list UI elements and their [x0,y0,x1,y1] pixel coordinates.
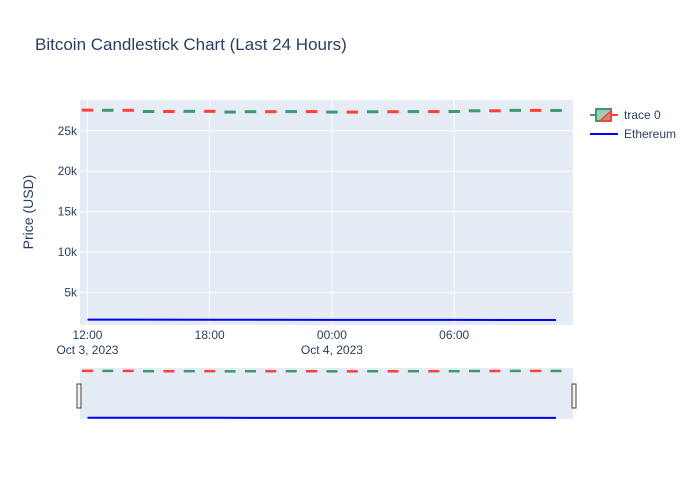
candle-body [142,110,155,114]
plot-area [80,100,573,325]
y-tick-label: 5k [64,286,78,300]
slider-candle-body [469,369,481,373]
candle-body [122,108,134,112]
rangeslider-handle-left[interactable] [76,383,82,409]
y-axis-label: Price (USD) [20,175,36,250]
candle-body [265,110,277,114]
slider-candle-body [163,369,175,373]
legend-trace-0-box-down [598,109,612,122]
slider-candle-body [102,369,114,373]
candle-body [387,110,399,114]
slider-candle-body [428,369,440,373]
slider-candle-body [407,369,419,373]
legend-item-trace-0[interactable]: trace 0 [590,108,661,122]
y-tick-label: 10k [58,245,78,259]
candle-body [244,110,257,114]
slider-candle-body [367,369,379,373]
x-tick-date-label: Oct 4, 2023 [301,343,363,357]
slider-candle-body [224,370,236,373]
candle-body [326,110,338,114]
x-tick-label: 06:00 [439,328,469,342]
slider-candle-body [204,369,216,373]
legend-item-ethereum[interactable]: Ethereum [590,127,676,141]
slider-candle-body [550,369,562,373]
slider-candle-body [489,369,501,373]
candle-body [81,108,94,112]
candle-body [468,109,481,113]
slider-candle-body [530,369,542,373]
legend-label-trace-0: trace 0 [624,108,661,122]
candle-body [163,110,175,114]
y-tick-label: 25k [58,124,78,138]
slider-candle-body [183,369,195,373]
legend-label-ethereum: Ethereum [624,127,676,141]
slider-candle-body [326,370,338,373]
candle-body [102,108,114,112]
y-tick-label: 15k [58,205,78,219]
y-tick-label: 20k [58,164,78,178]
candle-body [346,110,359,114]
x-gridlines [86,100,455,325]
chart-title: Bitcoin Candlestick Chart (Last 24 Hours… [35,35,347,54]
slider-candle-body [387,369,399,373]
slider-candle-body [509,369,521,373]
candle-body [509,108,522,112]
y-gridlines [80,130,573,294]
slider-candle-body [122,369,134,373]
candle-body [428,110,440,114]
candle-body [305,110,318,114]
x-tick-label: 12:00 [72,328,102,342]
rangeslider-area[interactable] [80,368,573,419]
y-axis-ticks: 5k 10k 15k 20k 25k [58,124,78,300]
rangeslider-series [81,369,562,419]
slider-candle-body [448,369,460,373]
slider-candle-body [143,369,155,373]
candle-body [203,109,216,113]
candle-body [224,110,236,114]
slider-candle-body [285,369,297,373]
slider-candle-body [306,369,318,373]
legend: trace 0 Ethereum [590,108,676,141]
candle-body [448,110,460,114]
slider-candle-body [346,370,358,373]
slider-candle-body [265,369,277,373]
candle-body [529,108,542,112]
series-layer [81,108,562,321]
candle-body [489,109,501,113]
candle-body [285,110,297,114]
candle-body [407,110,420,114]
slider-candle-body [81,369,93,373]
x-tick-label: 18:00 [195,328,225,342]
x-tick-label: 00:00 [317,328,347,342]
candle-body [366,110,379,114]
candle-body [550,108,562,112]
candle-body [183,109,196,113]
slider-candle-body [244,369,256,373]
rangeslider-handle-right[interactable] [571,383,577,409]
x-tick-date-label: Oct 3, 2023 [56,343,118,357]
